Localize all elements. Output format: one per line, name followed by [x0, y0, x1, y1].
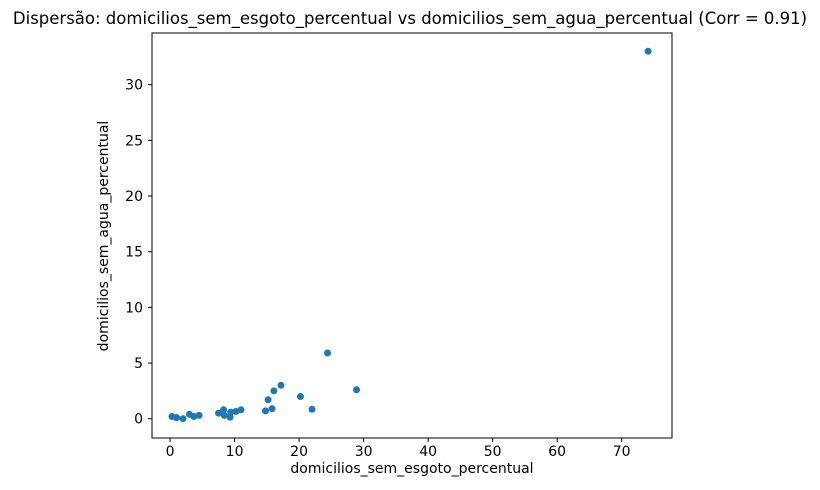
y-axis-label: domicilios_sem_agua_percentual: [96, 120, 112, 352]
data-point: [195, 411, 203, 419]
data-point: [308, 405, 316, 413]
x-tick-label: 20: [290, 444, 308, 460]
x-tick-label: 40: [419, 444, 437, 460]
y-tick-label: 10: [125, 300, 143, 316]
data-point: [190, 413, 198, 420]
y-tick-label: 25: [125, 133, 143, 149]
data-point: [353, 386, 360, 394]
x-tick-label: 30: [355, 444, 373, 460]
data-point: [296, 393, 304, 400]
data-point: [268, 405, 276, 413]
x-axis-label: domicilios_sem_esgoto_percentual: [290, 461, 534, 477]
data-point: [220, 406, 228, 414]
data-point: [227, 408, 235, 416]
x-tick-label: 10: [226, 444, 244, 460]
y-tick-label: 5: [134, 356, 143, 372]
data-point: [237, 406, 245, 414]
data-point: [179, 415, 187, 423]
data-point: [277, 381, 285, 389]
data-point: [644, 47, 652, 55]
y-tick-label: 15: [125, 245, 143, 261]
axes-spines: [151, 32, 673, 439]
chart-title: Dispersão: domicilios_sem_esgoto_percent…: [12, 9, 808, 28]
data-point: [215, 409, 222, 417]
x-tick-label: 70: [613, 444, 631, 460]
y-tick-label: 30: [125, 78, 143, 94]
data-point: [173, 414, 180, 422]
data-point: [264, 396, 272, 404]
x-tick-label: 60: [548, 444, 566, 460]
data-point: [220, 411, 228, 419]
x-tick-label: 0: [166, 444, 175, 460]
data-point: [324, 349, 331, 357]
y-tick-label: 20: [125, 189, 143, 205]
data-point: [262, 407, 269, 415]
data-point: [270, 387, 278, 395]
y-tick-label: 0: [134, 412, 143, 428]
x-tick-label: 50: [484, 444, 502, 460]
